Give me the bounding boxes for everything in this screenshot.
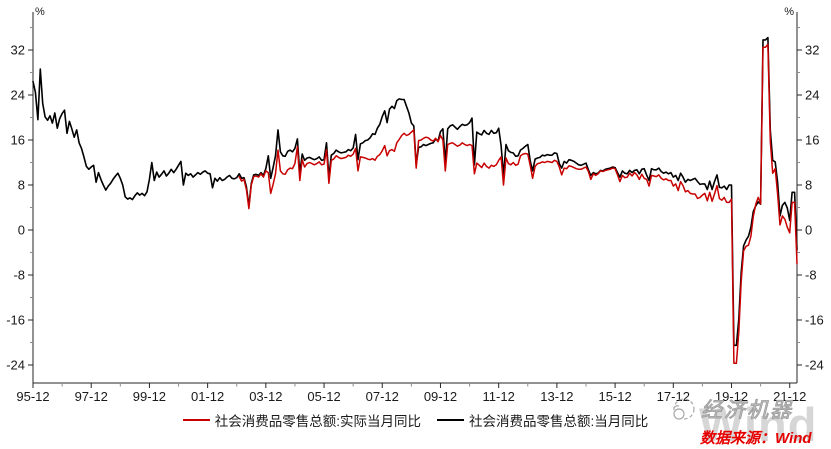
y-tick-label-left: 0: [18, 223, 25, 238]
data-source-label: 数据来源：Wind: [700, 430, 812, 447]
x-tick-label: 11-12: [483, 389, 515, 404]
y-tick-label-right: -8: [805, 268, 817, 283]
y-tick-label-right: 0: [805, 223, 812, 238]
axes: [28, 12, 802, 388]
legend-item-nominal-yoy: 社会消费品零售总额:当月同比: [437, 410, 648, 430]
x-tick-label: 13-12: [540, 389, 573, 404]
x-tick-label: 97-12: [75, 389, 108, 404]
x-tick-label: 07-12: [366, 389, 399, 404]
x-tick-label: 05-12: [307, 389, 340, 404]
y-tick-label-left: -24: [6, 358, 25, 373]
x-tick-label: 99-12: [133, 389, 166, 404]
x-tick-label: 09-12: [424, 389, 457, 404]
y-tick-label-right: -16: [805, 313, 824, 328]
y-axis-unit-right: %: [784, 6, 794, 18]
y-tick-label-left: 24: [11, 88, 25, 103]
x-tick-label: 17-12: [657, 389, 690, 404]
y-tick-label-right: 32: [805, 43, 819, 58]
brand-watermark: 经济机器: [668, 396, 793, 426]
y-tick-label-left: -16: [6, 313, 25, 328]
x-tick-label: 21-12: [773, 389, 806, 404]
y-tick-label-right: 16: [805, 133, 819, 148]
x-tick-label: 19-12: [715, 389, 748, 404]
x-tick-label: 03-12: [249, 389, 282, 404]
y-axis-unit-left: %: [35, 6, 45, 18]
y-tick-label-left: 8: [18, 178, 25, 193]
legend-item-real-yoy: 社会消费品零售总额:实际当月同比: [182, 410, 421, 430]
legend-swatch-black: [437, 419, 464, 421]
x-tick-label: 01-12: [191, 389, 224, 404]
y-tick-label-right: -24: [805, 358, 824, 373]
series-nominal: [32, 36, 798, 347]
wind-watermark-text: Wind: [699, 398, 818, 449]
legend-swatch-red: [182, 419, 210, 421]
legend-label-real-yoy: 社会消费品零售总额:实际当月同比: [214, 414, 421, 429]
y-tick-label-left: 16: [11, 133, 25, 148]
series-real: [238, 43, 798, 365]
brand-logo-icon: [673, 398, 695, 420]
y-tick-label-right: 24: [805, 88, 819, 103]
axis-labels: -24 -24 -16 -16 -8 -8 0 0 8 8 16 16 24 24 32 32 95-12 97-…: [6, 43, 824, 405]
legend-label-nominal-yoy: 社会消费品零售总额:当月同比: [469, 414, 649, 429]
brand-watermark-label: 经济机器: [701, 399, 793, 423]
legend: 社会消费品零售总额:实际当月同比 社会消费品零售总额:当月同比: [0, 410, 831, 430]
y-tick-label-right: 8: [805, 178, 812, 193]
y-tick-label-left: 32: [11, 43, 25, 58]
minor-ticks: [30, 27, 800, 387]
x-tick-label: 15-12: [598, 389, 631, 404]
y-tick-label-left: -8: [13, 268, 25, 283]
x-tick-label: 95-12: [16, 389, 49, 404]
